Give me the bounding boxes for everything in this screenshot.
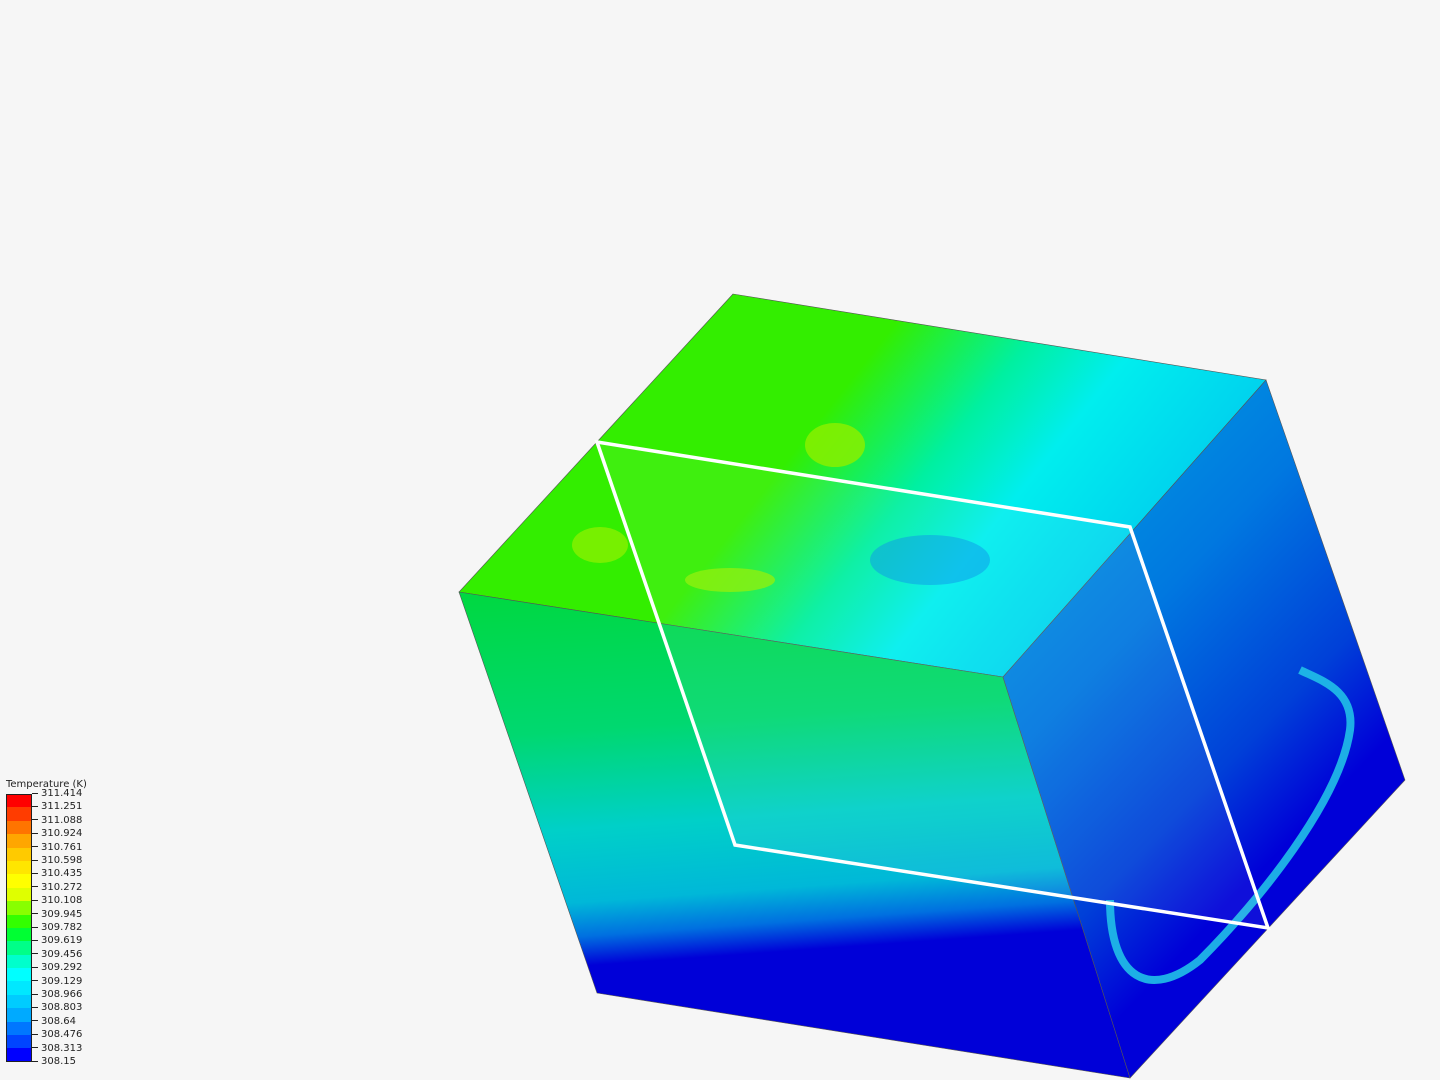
legend-band (6, 860, 32, 875)
legend-band (6, 887, 32, 902)
legend-band (6, 847, 32, 861)
legend-tick-label: 311.251 (32, 802, 82, 812)
legend-band (6, 968, 32, 982)
legend-band (6, 941, 32, 955)
legend-band (6, 1035, 32, 1049)
legend-color-bar (6, 794, 87, 1062)
legend-band (6, 901, 32, 915)
legend-tick-label: 308.803 (32, 1003, 82, 1013)
legend-title: Temperature (K) (6, 779, 87, 790)
legend-tick-label: 308.313 (32, 1043, 82, 1054)
legend-body: 311.414 311.251 311.088 310.924 310.761 310.5… (6, 789, 87, 1067)
legend-tick-label: 310.272 (32, 882, 82, 893)
legend-band (6, 820, 32, 835)
legend-band (6, 1008, 32, 1022)
legend-tick-label: 310.924 (32, 829, 82, 839)
legend-band (6, 994, 32, 1009)
hot-spot (805, 423, 865, 467)
legend-band (6, 981, 32, 995)
legend-band (6, 874, 32, 888)
legend-tick-label: 309.129 (32, 976, 82, 987)
legend-tick-label: 309.945 (32, 909, 82, 920)
legend-tick-label: 309.619 (32, 936, 82, 946)
legend-band (6, 954, 32, 969)
legend-band (6, 914, 32, 928)
warm-streak (1106, 666, 1355, 984)
legend-tick-label: 309.456 (32, 949, 82, 960)
legend-band (6, 834, 32, 848)
legend-tick-label: 310.761 (32, 842, 82, 853)
legend-tick-label: 308.476 (32, 1030, 82, 1040)
legend-band (6, 794, 32, 808)
cutting-plane-outline[interactable] (594, 439, 1271, 931)
hot-spot (685, 568, 775, 592)
hot-spot (572, 527, 628, 563)
legend-tick-label: 309.782 (32, 923, 82, 933)
legend-tick-label: 310.598 (32, 856, 82, 866)
legend-tick-label: 310.108 (32, 896, 82, 906)
legend-tick-label: 309.292 (32, 963, 82, 973)
legend-band (6, 1021, 32, 1036)
legend-tick-label: 311.414 (32, 789, 82, 799)
color-legend: Temperature (K) 311.414 311.251 311.088 310… (6, 779, 87, 1067)
legend-band (6, 1048, 32, 1062)
legend-tick-label: 308.966 (32, 990, 82, 1000)
legend-tick-label: 311.088 (32, 815, 82, 826)
legend-tick-label: 310.435 (32, 869, 82, 879)
legend-band (6, 927, 32, 942)
cool-region (870, 535, 990, 585)
legend-tick-label: 308.64 (32, 1016, 76, 1027)
legend-tick-label: 308.15 (32, 1057, 76, 1067)
legend-band (6, 807, 32, 821)
